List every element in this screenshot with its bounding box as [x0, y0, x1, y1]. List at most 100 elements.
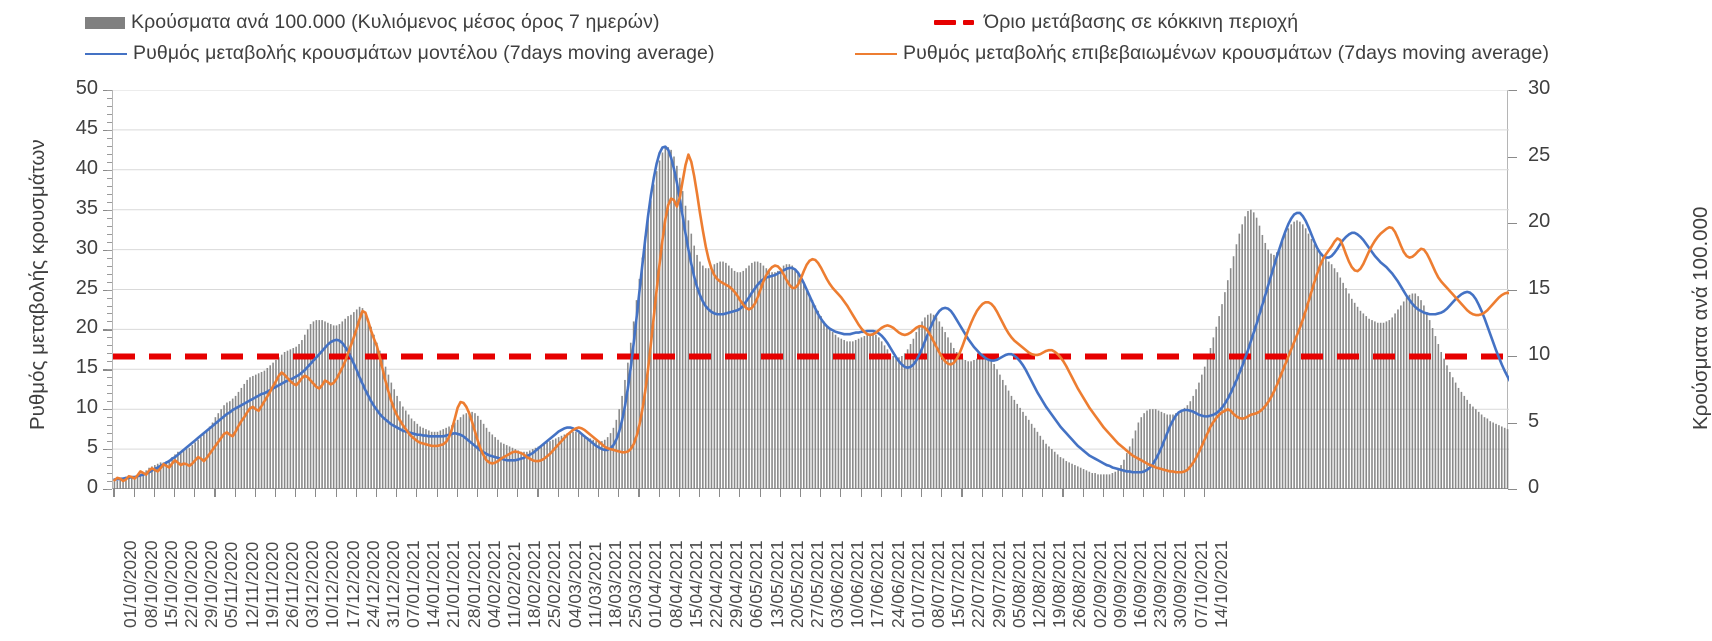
- legend-item-cases-bars[interactable]: Κρούσματα ανά 100.000 (Κυλιόμενος μέσος …: [85, 11, 660, 34]
- x-axis-tick: [1001, 489, 1003, 497]
- legend-item-red-zone-threshold[interactable]: Όριο μετάβασης σε κόκκινη περιοχή: [934, 11, 1298, 34]
- legend-item-model-rate-line[interactable]: Ρυθμός μεταβολής κρουσμάτων μοντέλου (7d…: [85, 42, 715, 65]
- x-axis-tick-label: 17/06/2021: [867, 540, 888, 628]
- y-axis-left-minor-tick: [107, 193, 112, 195]
- x-axis-tick-label: 24/06/2021: [887, 540, 908, 628]
- x-axis-tick: [981, 489, 983, 497]
- x-axis-tick: [678, 489, 680, 497]
- x-axis-tick: [375, 489, 378, 497]
- y-axis-left-minor-tick: [107, 305, 112, 307]
- x-axis-tick: [133, 489, 135, 497]
- bar-series: [113, 147, 1509, 489]
- x-axis-tick: [961, 489, 963, 497]
- x-axis-tick: [699, 489, 701, 497]
- y-axis-left-tick-label: 5: [86, 436, 98, 459]
- x-axis-tick-label: 18/02/2021: [524, 540, 545, 628]
- x-axis-tick: [779, 489, 781, 497]
- x-axis-tick: [618, 489, 620, 497]
- x-axis-tick-label: 01/04/2021: [645, 540, 666, 628]
- y-axis-left-minor-tick: [107, 273, 112, 275]
- x-axis-tick-label: 16/09/2021: [1129, 540, 1150, 628]
- x-axis-tick: [295, 489, 297, 497]
- y-axis-right-tick: [1508, 289, 1517, 291]
- x-axis-tick-label: 13/05/2021: [766, 540, 787, 628]
- y-axis-left-minor-tick: [107, 169, 112, 171]
- x-axis-tick-label: 29/07/2021: [988, 540, 1009, 628]
- x-axis-tick: [900, 489, 903, 497]
- x-axis-tick: [1143, 489, 1145, 497]
- y-axis-right-tick: [1508, 156, 1517, 158]
- x-axis-tick: [1102, 489, 1104, 497]
- x-axis-tick-label: 26/08/2021: [1069, 540, 1090, 628]
- x-axis-tick-label: 20/05/2021: [786, 540, 807, 628]
- y-axis-right-tick: [1508, 356, 1517, 358]
- y-axis-left-tick-label: 15: [75, 356, 98, 379]
- y-axis-left-minor-tick: [107, 201, 112, 203]
- x-axis-tick-label: 08/07/2021: [928, 540, 949, 628]
- x-axis-tick-label: 11/02/2021: [504, 541, 525, 628]
- y-axis-left-minor-tick: [107, 106, 112, 107]
- x-axis-tick-label: 05/11/2020: [221, 541, 242, 628]
- x-axis-tick: [860, 489, 862, 497]
- x-axis-tick-label: 03/06/2021: [827, 540, 848, 628]
- x-axis-tick: [1203, 489, 1205, 497]
- y-axis-left-minor-tick: [107, 481, 112, 482]
- x-axis-tick: [355, 489, 357, 497]
- x-axis-tick: [759, 489, 761, 497]
- y-axis-left-minor-tick: [107, 417, 112, 419]
- y-axis-left-minor-tick: [107, 161, 112, 163]
- legend-item-confirmed-rate-line[interactable]: Ρυθμός μεταβολής επιβεβαιωμένων κρουσμάτ…: [855, 42, 1549, 65]
- y-axis-left-minor-tick: [107, 249, 112, 251]
- x-axis-tick: [1042, 489, 1044, 497]
- x-axis-tick: [880, 489, 882, 497]
- y-axis-left-minor-tick: [107, 385, 112, 387]
- x-axis-tick-label: 09/09/2021: [1109, 540, 1130, 628]
- x-axis-tick: [476, 489, 479, 497]
- x-axis-tick: [416, 489, 418, 497]
- x-axis-tick-label: 22/07/2021: [968, 540, 989, 628]
- y-axis-left-tick-label: 25: [75, 276, 98, 299]
- x-axis-tick-label: 29/10/2020: [201, 540, 222, 628]
- y-axis-left-minor-tick: [107, 457, 112, 459]
- y-axis-left-tick-label: 40: [75, 156, 98, 179]
- y-axis-left-minor-tick: [107, 90, 112, 91]
- x-axis-tick-label: 28/01/2021: [463, 540, 484, 628]
- x-axis-tick-label: 29/04/2021: [726, 540, 747, 628]
- x-axis-tick-label: 02/09/2021: [1089, 540, 1110, 628]
- y-axis-left-minor-tick: [107, 137, 112, 139]
- y-axis-left-minor-tick: [107, 265, 112, 267]
- x-axis-tick: [174, 489, 176, 497]
- y-axis-left-minor-tick: [107, 153, 112, 155]
- y-axis-left-minor-tick: [107, 489, 112, 490]
- y-axis-left-title: Ρυθμός μεταβολής κρουσμάτων: [26, 139, 49, 430]
- x-axis-tick-label: 18/03/2021: [605, 540, 625, 628]
- y-axis-left-minor-tick: [107, 409, 112, 411]
- y-axis-right-tick: [1508, 223, 1517, 225]
- y-axis-left-minor-tick: [107, 281, 112, 283]
- x-axis-tick-label: 01/10/2020: [120, 540, 141, 628]
- y-axis-right-tick: [1508, 90, 1517, 92]
- y-axis-right-tick-label: 10: [1528, 343, 1551, 365]
- line-series: [113, 153, 1509, 483]
- y-axis-left-minor-tick: [107, 425, 112, 427]
- y-axis-left-minor-tick: [107, 241, 112, 243]
- y-axis-right-tick-label: 15: [1528, 276, 1551, 299]
- x-axis-tick-label: 27/05/2021: [806, 540, 827, 628]
- x-axis-tick: [577, 489, 579, 497]
- y-axis-left-minor-tick: [107, 441, 112, 443]
- legend-label: Ρυθμός μεταβολής κρουσμάτων μοντέλου (7d…: [133, 42, 715, 64]
- line-series: [113, 145, 1509, 481]
- y-axis-left-minor-tick: [107, 145, 112, 147]
- x-axis-tick: [1183, 489, 1185, 497]
- dashed-line-swatch-icon: [934, 20, 978, 25]
- y-axis-left-minor-tick: [107, 377, 112, 379]
- y-axis-left-minor-tick: [107, 369, 112, 371]
- y-axis-right-tick-label: 25: [1528, 143, 1551, 166]
- x-axis-tick: [254, 489, 256, 497]
- x-axis-tick: [315, 489, 317, 497]
- x-axis-tick-label: 15/07/2021: [948, 540, 969, 628]
- y-axis-left-minor-tick: [107, 393, 112, 395]
- y-axis-left-minor-tick: [107, 313, 112, 315]
- y-axis-left-tick-label: 45: [75, 116, 98, 139]
